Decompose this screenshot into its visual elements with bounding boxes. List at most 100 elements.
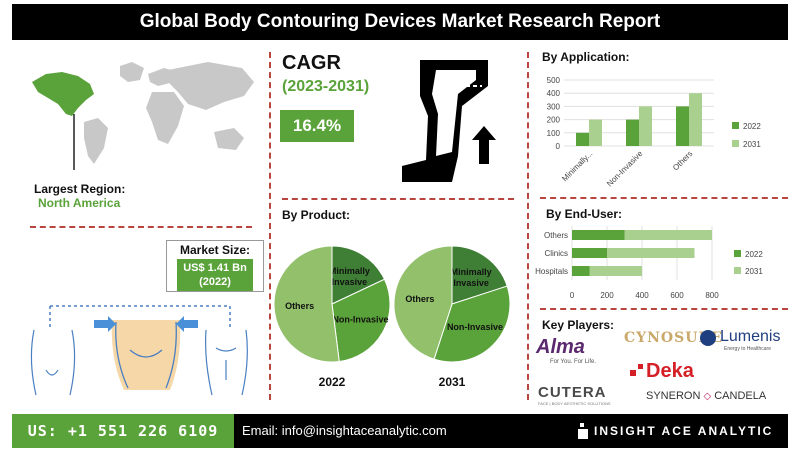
app-bar-1-2022 xyxy=(626,119,639,146)
application-bar-chart: 0 100 200 300 400 500 Minimally... Non-Invasive… xyxy=(547,76,762,189)
cagr-years: (2023-2031) xyxy=(282,78,370,95)
largest-region-label: Largest Region: xyxy=(34,182,126,196)
eu-legend-swatch-2031 xyxy=(734,267,741,274)
eu-xtick: 0 xyxy=(570,291,575,300)
eu-xtick: 600 xyxy=(670,291,684,300)
divider-cagr xyxy=(282,198,514,200)
map-greenland xyxy=(120,62,144,82)
eu-bar-1-2031 xyxy=(607,248,695,258)
app-bar-0-2031 xyxy=(589,119,602,146)
eu-xtick: 800 xyxy=(705,291,719,300)
logo-deka: Deka xyxy=(630,360,710,386)
app-ytick: 300 xyxy=(547,102,561,111)
eu-ytick: Others xyxy=(544,231,568,240)
cagr-value-box: 16.4% xyxy=(280,110,354,142)
pie-2022-year: 2022 xyxy=(319,375,346,389)
pie-2031-label-0: Minimally xyxy=(451,267,492,277)
enduser-bar-chart: 0 200 400 600 800 Others Clinics Hospitals 2022 2… xyxy=(535,226,763,300)
pie-2031-slice-1 xyxy=(433,285,511,363)
cagr-title: CAGR xyxy=(282,52,341,74)
pie-2031-label-1: Non-Invasive xyxy=(447,322,503,332)
eu-bar-2-2031 xyxy=(589,266,642,276)
page-title: Global Body Contouring Devices Market Re… xyxy=(12,4,788,40)
divider-right xyxy=(527,52,529,400)
eu-ytick: Hospitals xyxy=(535,267,568,276)
map-north-america-highlight xyxy=(32,72,94,116)
leg-icon xyxy=(402,60,496,182)
logo-lumenis: Lumenis Energy to Healthcare xyxy=(700,328,786,356)
pie-2022-label-0: Invasive xyxy=(332,277,368,287)
application-title: By Application: xyxy=(542,50,630,64)
world-map xyxy=(32,62,254,170)
arrow-right-icon xyxy=(94,316,116,332)
app-xtick: Others xyxy=(671,149,694,172)
pie-2022-label-1: Non-Invasive xyxy=(332,315,388,325)
map-africa xyxy=(146,92,184,144)
logo-syneron-candela: SYNERON ◇ CANDELA xyxy=(646,390,767,402)
illustration-legs xyxy=(30,329,76,396)
app-ytick: 200 xyxy=(547,116,561,125)
app-bar-1-2031 xyxy=(639,106,652,146)
footer-bar: Email: info@insightaceanalytic.com INSIG… xyxy=(234,414,788,448)
product-pie-charts: MinimallyInvasiveNon-InvasiveOthers2022M… xyxy=(273,245,511,389)
market-size-line1: US$ 1.41 Bn xyxy=(183,262,247,274)
eu-ytick: Clinics xyxy=(544,249,568,258)
app-legend-swatch-2031 xyxy=(732,140,739,147)
map-australia xyxy=(214,128,244,150)
market-size-line2: (2022) xyxy=(199,276,231,288)
app-legend-2022: 2022 xyxy=(743,122,761,131)
app-legend-2031: 2031 xyxy=(743,140,761,149)
app-bar-2-2022 xyxy=(676,106,689,146)
illustration-waist xyxy=(115,321,177,389)
app-bar-2-2031 xyxy=(689,93,702,146)
product-title: By Product: xyxy=(282,208,351,222)
illustration-torso xyxy=(205,329,248,396)
eu-bar-1-2022 xyxy=(572,248,607,258)
body-contour-illustration xyxy=(30,305,248,396)
divider-region xyxy=(30,226,252,228)
arrow-left-icon xyxy=(176,316,198,332)
app-ytick: 400 xyxy=(547,89,561,98)
insight-ace-logo-icon xyxy=(578,423,588,439)
pie-2031-year: 2031 xyxy=(439,375,466,389)
pie-2022-slice-0 xyxy=(331,245,386,305)
deka-mark-icon xyxy=(630,370,636,376)
app-ytick: 500 xyxy=(547,76,561,85)
eu-bar-2-2022 xyxy=(572,266,590,276)
app-ytick: 0 xyxy=(556,142,561,151)
app-xtick: Non-Invasive xyxy=(605,149,645,189)
divider-enduser xyxy=(540,308,788,310)
divider-application xyxy=(540,197,788,199)
arrow-up-icon xyxy=(472,126,496,164)
pie-2022-label-2: Others xyxy=(285,301,314,311)
logo-cutera: CUTERA FACE | BODY AESTHETIC SOLUTIONS xyxy=(538,384,611,406)
pie-2031-label-0: Invasive xyxy=(453,278,489,288)
pie-2031-slice-2 xyxy=(393,245,453,360)
eu-legend-swatch-2022 xyxy=(734,250,741,257)
eu-xtick: 200 xyxy=(600,291,614,300)
enduser-title: By End-User: xyxy=(546,207,623,221)
footer-phone: US: +1 551 226 6109 xyxy=(12,414,234,448)
pie-2031-label-2: Others xyxy=(405,294,434,304)
footer-email: Email: info@insightaceanalytic.com xyxy=(242,423,447,438)
lumenis-mark-icon xyxy=(700,330,716,346)
eu-legend-2031: 2031 xyxy=(745,267,763,276)
market-size-value: US$ 1.41 Bn (2022) xyxy=(177,259,253,291)
app-ytick: 100 xyxy=(547,129,561,138)
eu-bar-0-2022 xyxy=(572,230,625,240)
pie-2022-label-0: Minimally xyxy=(329,266,370,276)
app-legend-swatch-2022 xyxy=(732,122,739,129)
logo-alma: Alma For You. For Life. xyxy=(536,336,597,365)
app-xtick: Minimally... xyxy=(560,149,594,183)
pie-2022-slice-1 xyxy=(331,278,391,363)
eu-legend-2022: 2022 xyxy=(745,250,763,259)
market-size-title: Market Size: xyxy=(179,243,251,257)
divider-left xyxy=(269,52,271,400)
largest-region-value: North America xyxy=(38,196,121,210)
footer-brand: INSIGHT ACE ANALYTIC xyxy=(594,424,774,438)
illustration-waist-highlight xyxy=(111,320,181,390)
eu-bar-0-2031 xyxy=(624,230,712,240)
eu-xtick: 400 xyxy=(635,291,649,300)
pie-2022-slice-2 xyxy=(273,245,340,363)
app-bar-0-2022 xyxy=(576,132,589,146)
